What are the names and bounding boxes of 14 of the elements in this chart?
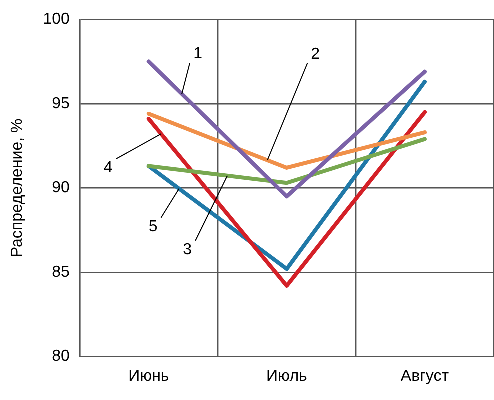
y-tick-label: 100 [43,11,70,28]
y-tick-label: 85 [52,264,70,281]
x-tick-label: Июль [266,368,308,385]
text: 2 [311,46,320,63]
y-tick-label: 95 [52,95,70,112]
series-label: 1 [194,46,203,63]
y-tick-label: 80 [52,348,70,366]
x-tick-label: Август [400,368,450,385]
text: 3 [183,241,192,258]
y-axis-title: Распределение, % [9,118,26,258]
y-tick-label: 90 [52,180,70,197]
text: 4 [104,160,113,177]
text: 5 [148,218,158,236]
x-tick-label: Июнь [128,368,170,385]
